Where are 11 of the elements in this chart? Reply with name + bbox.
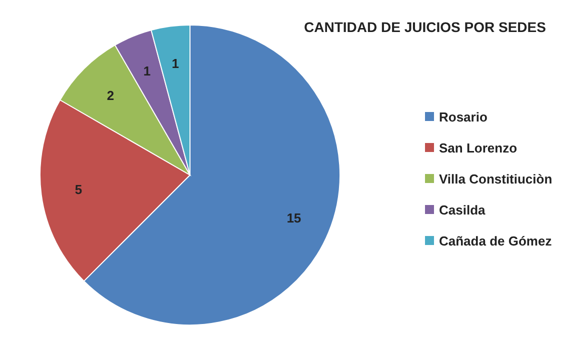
legend-label: Rosario bbox=[439, 110, 488, 124]
data-label: 1 bbox=[143, 64, 151, 79]
legend-label: Cañada de Gómez bbox=[439, 234, 552, 248]
legend-label: San Lorenzo bbox=[439, 140, 518, 156]
data-label: 5 bbox=[74, 182, 82, 198]
data-label: 2 bbox=[106, 88, 114, 103]
data-label: 1 bbox=[172, 56, 179, 71]
legend-label: Casilda bbox=[439, 202, 486, 218]
chart-title: CANTIDAD DE JUICIOS POR SEDES bbox=[304, 19, 546, 35]
data-label: 15 bbox=[286, 210, 302, 226]
legend-label: Villa Constitiuciòn bbox=[439, 172, 552, 186]
